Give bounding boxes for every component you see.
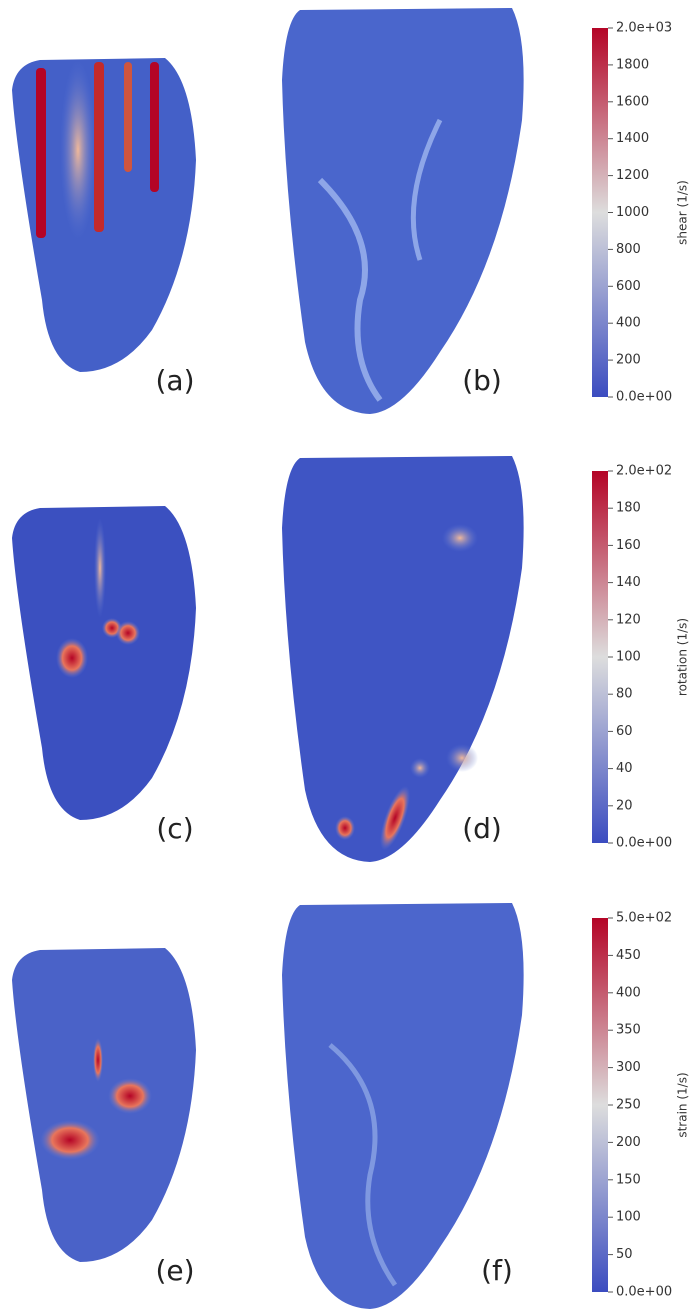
tick-label: 200 <box>616 353 641 368</box>
tick-label: 450 <box>616 948 641 963</box>
tick-label: 0.0e+00 <box>616 1285 672 1300</box>
tick-label: 1600 <box>616 94 649 109</box>
tick-label: 1800 <box>616 57 649 72</box>
tick-label: 300 <box>616 1060 641 1075</box>
colorbar-gradient <box>592 471 608 843</box>
tick-label: 350 <box>616 1023 641 1038</box>
tick-label: 20 <box>616 798 633 813</box>
tick-label: 400 <box>616 985 641 1000</box>
panel-label: (e) <box>155 1254 194 1287</box>
panel-a-field <box>12 58 196 372</box>
colorbar-title: shear (1/s) <box>676 180 690 245</box>
colorbar-gradient <box>592 918 608 1292</box>
tick-label: 2.0e+02 <box>616 464 672 479</box>
tick-label: 1400 <box>616 131 649 146</box>
colorbar-title: strain (1/s) <box>676 1072 690 1137</box>
tick-label: 800 <box>616 242 641 257</box>
tick-label: 100 <box>616 650 641 665</box>
tick-label: 1000 <box>616 205 649 220</box>
tick-label: 400 <box>616 316 641 331</box>
tick-label: 5.0e+02 <box>616 911 672 926</box>
colorbar-gradient <box>592 28 608 397</box>
tick-label: 1200 <box>616 168 649 183</box>
colorbar: 0.0e+00 20 40 60 80 100 120 140 160 180 2.0e+02 rot… <box>592 464 690 851</box>
tick-label: 150 <box>616 1172 641 1187</box>
tick-label: 80 <box>616 687 633 702</box>
tick-label: 180 <box>616 501 641 516</box>
tick-label: 120 <box>616 612 641 627</box>
panel-b-field <box>282 8 524 414</box>
tick-label: 160 <box>616 538 641 553</box>
panel-label: (b) <box>462 364 502 397</box>
colorbar: 0.0e+00 50 100 150 200 250 300 350 400 450 5.0e+02… <box>592 911 690 1300</box>
panel-label: (c) <box>156 812 193 845</box>
tick-label: 140 <box>616 575 641 590</box>
tick-label: 250 <box>616 1098 641 1113</box>
colorbar-title: rotation (1/s) <box>676 618 690 696</box>
tick-label: 60 <box>616 724 633 739</box>
tick-label: 0.0e+00 <box>616 836 672 851</box>
panel-label: (f) <box>481 1254 513 1287</box>
panel-c-field <box>12 506 196 820</box>
tick-label: 2.0e+03 <box>616 21 672 36</box>
colorbar: 0.0e+00 200 400 600 800 1000 1200 1400 1600 1800 2… <box>592 21 690 405</box>
tick-label: 600 <box>616 279 641 294</box>
panel-f-field <box>282 903 524 1309</box>
tick-label: 100 <box>616 1210 641 1225</box>
tick-label: 50 <box>616 1247 633 1262</box>
panel-label: (a) <box>155 364 194 397</box>
flow-fields <box>12 8 524 1309</box>
tick-label: 0.0e+00 <box>616 390 672 405</box>
tick-label: 200 <box>616 1135 641 1150</box>
panel-label: (d) <box>462 812 502 845</box>
panel-e-field <box>12 948 196 1262</box>
tick-label: 40 <box>616 761 633 776</box>
panel-d-field <box>282 456 524 862</box>
